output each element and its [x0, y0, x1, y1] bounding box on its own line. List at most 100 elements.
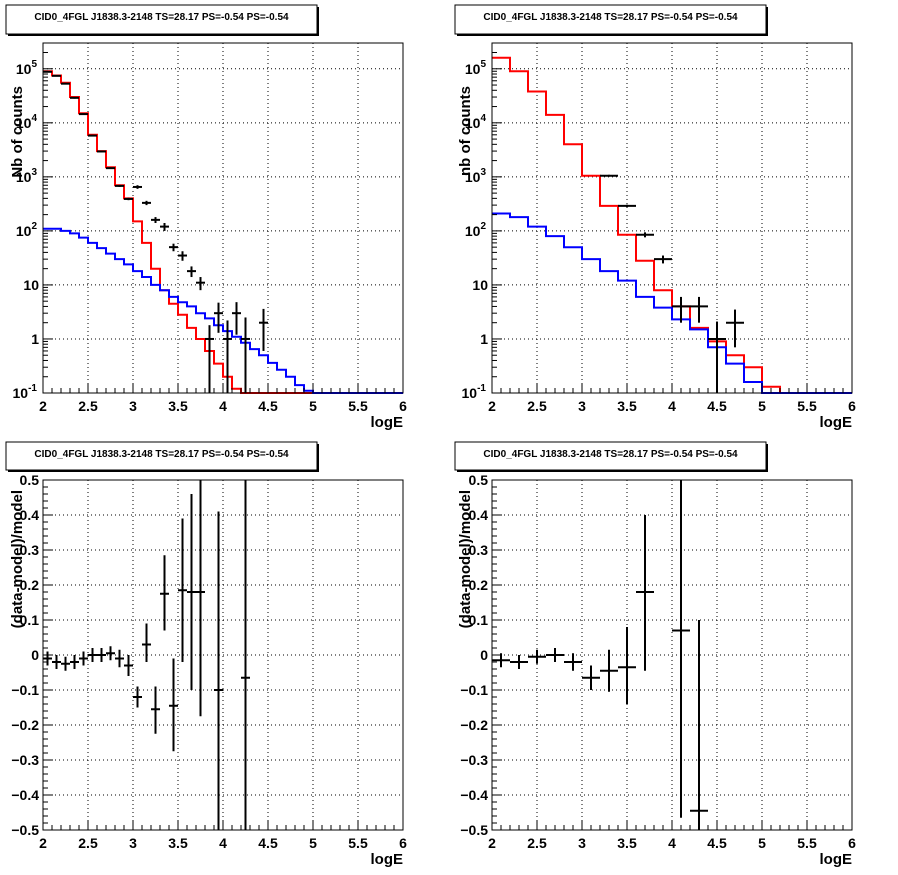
chart-title: CID0_4FGL J1838.3-2148 TS=28.17 PS=-0.54… — [483, 449, 738, 460]
data-point — [133, 185, 142, 189]
data-point — [115, 649, 124, 668]
y-tick-label: 104 — [16, 113, 38, 131]
y-tick-label: 103 — [16, 167, 38, 185]
data-point — [726, 309, 744, 348]
data-point — [115, 184, 124, 187]
title-box — [5, 4, 318, 35]
data-point — [61, 656, 70, 671]
y-tick-label: 1 — [31, 331, 39, 347]
data-point — [492, 653, 510, 668]
x-tick-label: 2.5 — [78, 398, 98, 414]
y-tick-label: −0.1 — [11, 682, 39, 698]
y-tick-label: −0.5 — [460, 822, 488, 838]
x-axis-title: logE — [820, 851, 853, 868]
data-point — [97, 648, 106, 662]
data-point — [88, 134, 97, 137]
panel-4: 2 2.5 3 3.5 4 4.5 5 5.5 6 0.5 0.4 0.3 0.2 0.1 0 −0.1 −0.… — [454, 441, 856, 868]
data-point — [79, 113, 88, 116]
x-axis-title: logE — [371, 851, 404, 868]
data-point — [672, 480, 690, 818]
y-axis: 0.5 0.4 0.3 0.2 0.1 0 −0.1 −0.2 −0.3 −0.4 −0.5 — [11, 472, 53, 838]
data-point — [151, 217, 160, 223]
data-points — [43, 480, 250, 830]
panel-2: 2 2.5 3 3.5 4 4.5 5 5.5 6 10-1 1 10 102 103 104 105 logE… — [454, 4, 856, 431]
data-point — [205, 325, 214, 393]
plot-area — [492, 43, 852, 393]
panel-3: 2 2.5 3 3.5 4 4.5 5 5.5 6 0.5 0.4 0.3 0.2 0.1 0 −0.1 −0.… — [5, 441, 407, 868]
data-points — [492, 480, 708, 830]
x-tick-label: 4.5 — [258, 398, 278, 414]
y-tick-label: 0.4 — [20, 507, 40, 523]
data-point — [196, 480, 205, 717]
data-point — [241, 480, 250, 830]
x-tick-label: 5 — [309, 835, 317, 851]
y-tick-label: 0.5 — [20, 472, 40, 488]
y-tick-label: 103 — [465, 167, 487, 185]
y-tick-label: −0.4 — [11, 787, 39, 803]
data-point — [142, 623, 151, 662]
panel-1: 2 2.5 3 3.5 4 4.5 5 5.5 6 10-1 1 10 102 103 104 105 logE… — [5, 4, 407, 431]
data-points — [600, 174, 744, 393]
histogram-line-blue — [43, 227, 403, 394]
y-tick-label: 0.1 — [469, 612, 489, 628]
x-tick-label: 6 — [848, 835, 856, 851]
x-axis: 2 2.5 3 3.5 4 4.5 5 5.5 6 — [488, 383, 856, 414]
x-tick-label: 2.5 — [527, 835, 547, 851]
y-tick-label: 0 — [480, 647, 488, 663]
y-tick-label: 102 — [465, 221, 487, 239]
x-tick-label: 3 — [578, 835, 586, 851]
title-box — [5, 441, 318, 471]
data-point — [124, 655, 133, 676]
data-point — [70, 96, 79, 99]
data-point — [169, 243, 178, 252]
data-point — [564, 653, 582, 671]
x-tick-label: 4 — [219, 398, 227, 414]
data-point — [43, 651, 52, 666]
data-point — [618, 204, 636, 208]
data-point — [88, 648, 97, 662]
data-point — [160, 222, 169, 231]
grid — [492, 43, 852, 393]
data-point — [133, 686, 142, 708]
x-tick-label: 4.5 — [707, 398, 727, 414]
data-point — [223, 320, 232, 393]
data-point — [636, 515, 654, 671]
x-tick-label: 2 — [488, 398, 496, 414]
x-tick-label: 5 — [309, 398, 317, 414]
x-tick-label: 3.5 — [617, 835, 637, 851]
y-tick-label: 10 — [472, 277, 488, 293]
y-axis: 0.5 0.4 0.3 0.2 0.1 0 −0.1 −0.2 −0.3 −0.4 −0.5 — [460, 472, 502, 838]
data-point — [510, 655, 528, 669]
x-tick-label: 4.5 — [707, 835, 727, 851]
data-point — [169, 658, 178, 752]
y-tick-label: −0.4 — [460, 787, 488, 803]
y-tick-label: −0.2 — [460, 717, 488, 733]
y-axis-title: nb of counts — [457, 86, 474, 176]
y-axis-title: (data-model)/model — [457, 490, 474, 628]
x-tick-label: 2.5 — [527, 398, 547, 414]
y-axis-title: Nb of counts — [9, 86, 26, 178]
data-point — [151, 686, 160, 734]
y-tick-label: 1 — [480, 331, 488, 347]
y-axis: 10-1 1 10 102 103 104 105 — [13, 52, 53, 401]
data-point — [178, 518, 187, 662]
x-tick-label: 2.5 — [78, 835, 98, 851]
x-tick-label: 4 — [668, 398, 676, 414]
x-axis: 2 2.5 3 3.5 4 4.5 5 5.5 6 — [488, 820, 856, 851]
data-point — [214, 302, 223, 333]
chart-title: CID0_4FGL J1838.3-2148 TS=28.17 PS=-0.54… — [483, 12, 738, 23]
data-point — [672, 296, 690, 323]
x-tick-label: 3.5 — [168, 398, 188, 414]
data-point — [196, 277, 205, 291]
data-point — [259, 308, 268, 351]
y-tick-label: 102 — [16, 221, 38, 239]
x-tick-label: 3 — [129, 835, 137, 851]
chart-title: CID0_4FGL J1838.3-2148 TS=28.17 PS=-0.54… — [34, 449, 289, 460]
y-tick-label: 0.1 — [20, 612, 40, 628]
y-tick-label: 104 — [465, 113, 487, 131]
data-point — [142, 200, 151, 206]
x-axis: 2 2.5 3 3.5 4 4.5 5 5.5 6 — [39, 820, 407, 851]
data-point — [528, 649, 546, 664]
title-box — [454, 4, 767, 35]
data-point — [106, 167, 115, 170]
